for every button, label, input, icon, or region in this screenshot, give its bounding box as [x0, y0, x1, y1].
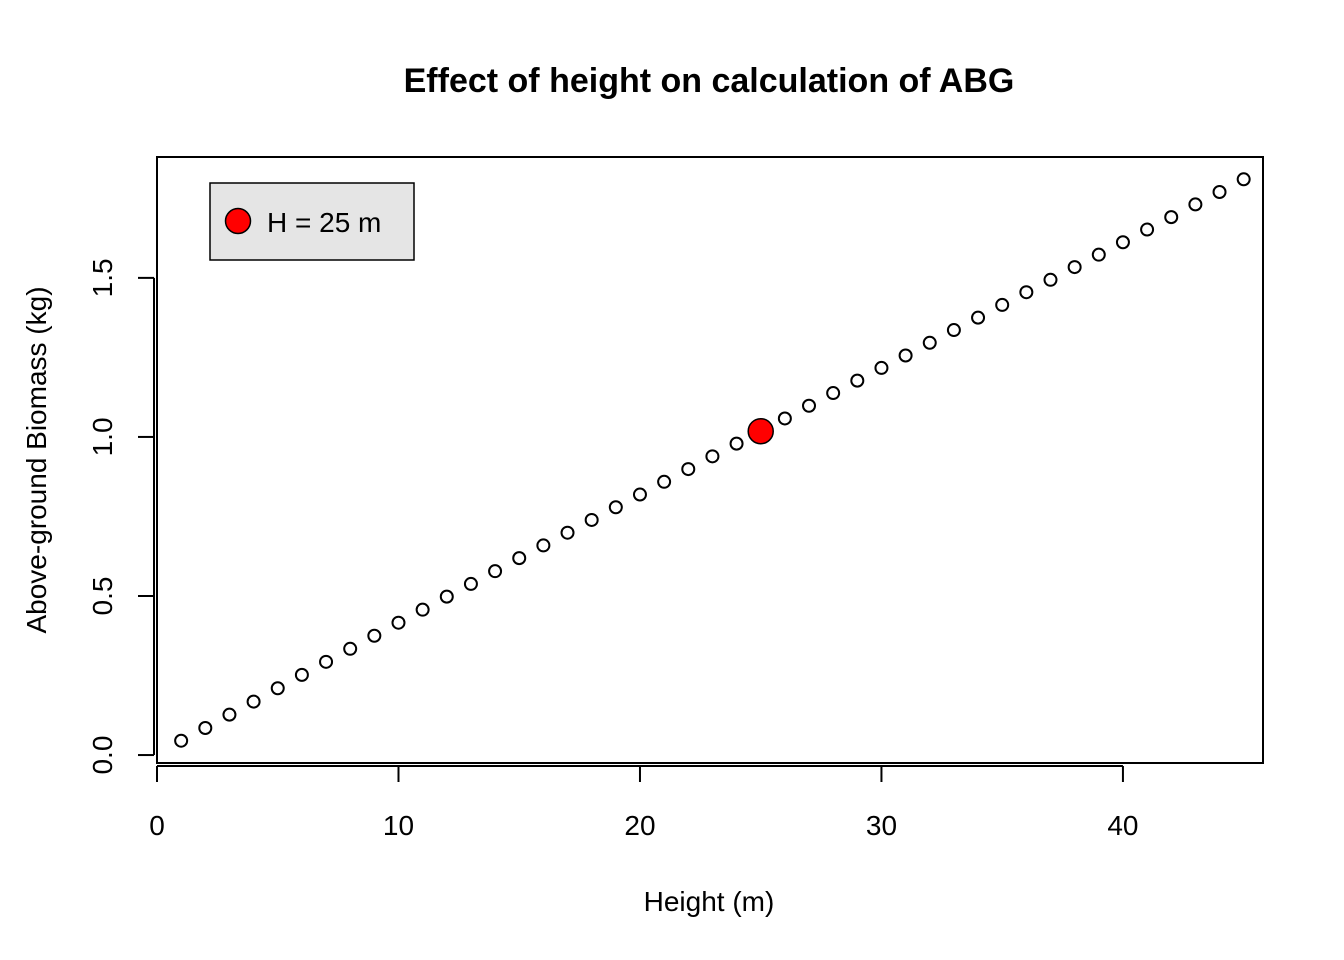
data-point	[657, 474, 672, 489]
data-point	[294, 667, 309, 682]
y-tick-label: 0.0	[87, 736, 118, 775]
data-point	[222, 707, 237, 722]
x-tick-label: 40	[1107, 810, 1138, 841]
data-point	[1043, 272, 1058, 287]
data-point	[802, 398, 817, 413]
data-point	[391, 615, 406, 630]
legend: H = 25 m	[209, 182, 415, 261]
data-point	[439, 589, 454, 604]
legend-marker-red-circle	[224, 207, 252, 235]
legend-label: H = 25 m	[267, 207, 381, 238]
data-point	[971, 310, 986, 325]
data-point	[1188, 197, 1203, 212]
data-point	[584, 512, 599, 527]
data-point	[826, 386, 841, 401]
data-point	[270, 681, 285, 696]
y-tick-label: 1.0	[87, 417, 118, 456]
data-point	[632, 487, 647, 502]
data-point	[777, 411, 792, 426]
y-axis-label: Above-ground Biomass (kg)	[21, 286, 52, 633]
y-axis: 0.0 0.5 1.0 1.5	[87, 258, 155, 775]
data-point	[898, 348, 913, 363]
y-tick-label: 1.5	[87, 258, 118, 297]
x-tick-label: 0	[149, 810, 165, 841]
data-point	[995, 297, 1010, 312]
data-point	[174, 733, 189, 748]
data-point	[246, 694, 261, 709]
data-point	[729, 436, 744, 451]
data-point	[1140, 222, 1155, 237]
data-point	[343, 641, 358, 656]
data-point	[1019, 285, 1034, 300]
x-axis: 0 10 20 30 40	[149, 765, 1139, 841]
data-point	[560, 525, 575, 540]
plot-frame	[156, 156, 1264, 764]
data-point	[681, 462, 696, 477]
data-point	[946, 323, 961, 338]
data-point	[319, 654, 334, 669]
chart-title: Effect of height on calculation of ABG	[404, 62, 1015, 100]
data-point	[850, 373, 865, 388]
highlight-point	[747, 417, 774, 445]
data-point	[415, 602, 430, 617]
x-tick-label: 20	[624, 810, 655, 841]
data-point	[488, 564, 503, 579]
x-tick-label: 30	[866, 810, 897, 841]
data-point	[536, 538, 551, 553]
data-point	[463, 576, 478, 591]
y-tick-label: 0.5	[87, 577, 118, 616]
data-point	[608, 500, 623, 515]
data-point	[512, 551, 527, 566]
data-point	[1115, 235, 1130, 250]
data-point	[198, 721, 213, 736]
data-point	[1067, 260, 1082, 275]
data-point	[1212, 184, 1227, 199]
data-point	[1091, 247, 1106, 262]
data-point	[1164, 210, 1179, 225]
x-tick-label: 10	[383, 810, 414, 841]
data-point	[1236, 172, 1251, 187]
data-points	[174, 172, 1251, 748]
data-point	[367, 628, 382, 643]
data-point	[874, 360, 889, 375]
x-axis-label: Height (m)	[644, 886, 775, 917]
data-point	[705, 449, 720, 464]
data-point	[922, 335, 937, 350]
